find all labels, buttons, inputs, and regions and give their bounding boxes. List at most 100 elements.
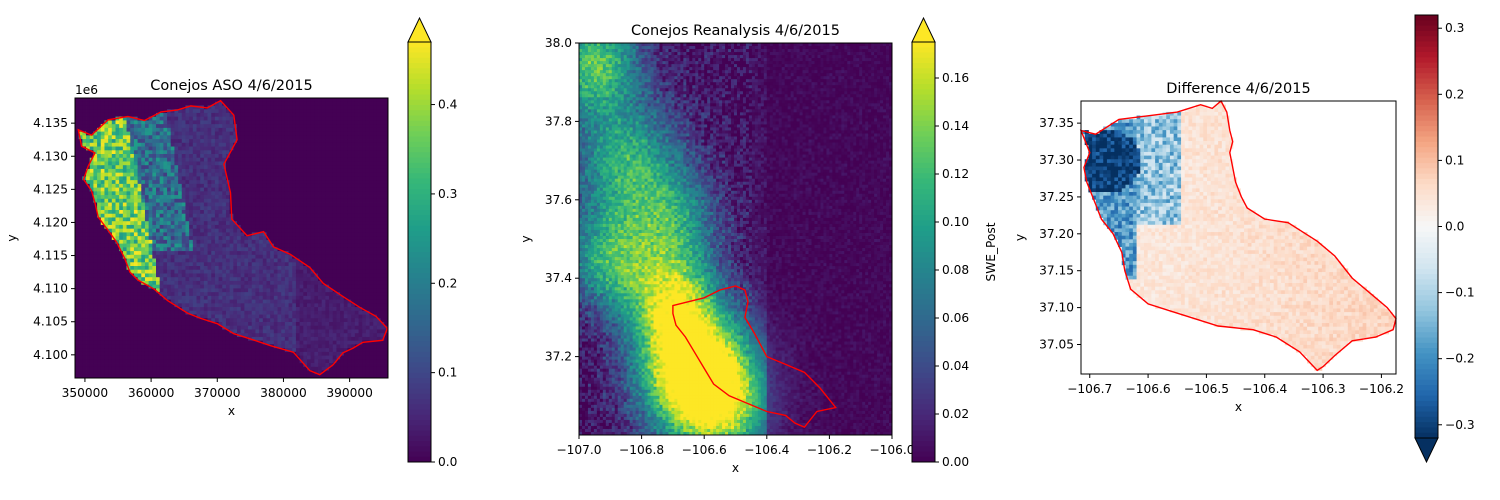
heatmap-cell (288, 127, 293, 132)
heatmap-cell (192, 269, 197, 274)
heatmap-cell (251, 348, 256, 353)
heatmap-cell (75, 135, 80, 140)
heatmap-cell (133, 318, 138, 323)
heatmap-cell (203, 176, 208, 181)
heatmap-cell (141, 314, 146, 319)
heatmap-cell (178, 359, 183, 364)
heatmap-cell (292, 370, 297, 375)
heatmap-cell (78, 340, 83, 345)
heatmap-cell (181, 180, 186, 185)
heatmap-cell (229, 236, 234, 241)
heatmap-cell (148, 359, 153, 364)
heatmap-cell (130, 355, 135, 360)
heatmap-cell (310, 236, 315, 241)
heatmap-cell (144, 172, 150, 177)
heatmap-cell (148, 370, 153, 375)
heatmap-cell (288, 269, 293, 274)
heatmap-cell (196, 314, 201, 319)
heatmap-cell (281, 150, 286, 155)
heatmap-cell (299, 277, 304, 282)
heatmap-cell (159, 277, 164, 282)
heatmap-cell (229, 183, 234, 188)
heatmap-cell (270, 329, 275, 334)
heatmap-cell (75, 288, 80, 293)
heatmap-cell (104, 165, 109, 170)
heatmap-cell (229, 135, 234, 140)
heatmap-cell (178, 310, 183, 315)
heatmap-cell (229, 105, 234, 110)
heatmap-cell (156, 254, 161, 259)
heatmap-cell (148, 363, 153, 368)
heatmap-cell (167, 210, 172, 215)
heatmap-cell (259, 262, 264, 267)
heatmap-cell (122, 157, 127, 162)
heatmap-cell (159, 344, 164, 349)
heatmap-cell (152, 139, 157, 144)
heatmap-cell (192, 127, 197, 132)
heatmap-cell (200, 374, 205, 379)
heatmap-cell (244, 98, 249, 103)
heatmap-cell (104, 127, 109, 132)
heatmap-cell (100, 168, 105, 174)
heatmap-cell (299, 374, 304, 379)
heatmap-cell (273, 146, 278, 151)
heatmap-cell (78, 217, 83, 222)
heatmap-cell (148, 273, 153, 278)
heatmap-cell (295, 251, 301, 256)
heatmap-cell (181, 142, 186, 147)
heatmap-cell (115, 180, 120, 185)
heatmap-cell (229, 165, 234, 170)
heatmap-cell (277, 329, 282, 334)
heatmap-cell (270, 112, 275, 118)
heatmap-cell (111, 258, 116, 263)
heatmap-cell (75, 131, 80, 136)
heatmap-cell (108, 105, 113, 110)
heatmap-cell (181, 139, 186, 144)
heatmap-cell (310, 176, 315, 181)
heatmap-cell (133, 336, 138, 342)
heatmap-cell (218, 288, 223, 293)
heatmap-cell (207, 370, 212, 375)
heatmap-cell (108, 355, 113, 360)
heatmap-cell (192, 243, 197, 248)
heatmap-cell (259, 109, 264, 114)
heatmap-cell (97, 154, 102, 159)
heatmap-cell (255, 124, 260, 129)
heatmap-cell (207, 105, 212, 110)
heatmap-cell (240, 366, 245, 371)
heatmap-cell (196, 262, 201, 267)
heatmap-cell (277, 206, 282, 211)
heatmap-cell (310, 307, 315, 312)
heatmap-cell (284, 374, 289, 379)
heatmap-cell (185, 112, 190, 118)
heatmap-cell (126, 120, 131, 125)
heatmap-cell (144, 165, 150, 170)
heatmap-cell (288, 168, 293, 174)
heatmap-cell (237, 266, 242, 271)
heatmap-cell (133, 284, 138, 289)
heatmap-cell (156, 150, 161, 155)
heatmap-cell (100, 295, 105, 300)
heatmap-cell (273, 154, 278, 159)
heatmap-cell (126, 105, 131, 110)
heatmap-cell (251, 116, 256, 121)
heatmap-cell (203, 112, 208, 118)
heatmap-cell (144, 374, 150, 379)
heatmap-cell (86, 206, 91, 211)
heatmap-cell (100, 254, 105, 259)
heatmap-cell (82, 359, 87, 364)
heatmap-cell (251, 340, 256, 345)
heatmap-cell (189, 370, 194, 375)
heatmap-cell (222, 292, 227, 297)
heatmap-cell (86, 348, 91, 353)
heatmap-cell (126, 131, 131, 136)
heatmap-cell (167, 325, 172, 330)
heatmap-cell (225, 299, 231, 304)
heatmap-cell (75, 247, 80, 252)
heatmap-cell (170, 236, 175, 241)
heatmap-cell (89, 322, 94, 327)
heatmap-cell (163, 336, 168, 342)
heatmap-cell (233, 202, 238, 207)
heatmap-cell (119, 176, 124, 181)
heatmap-cell (174, 374, 179, 379)
